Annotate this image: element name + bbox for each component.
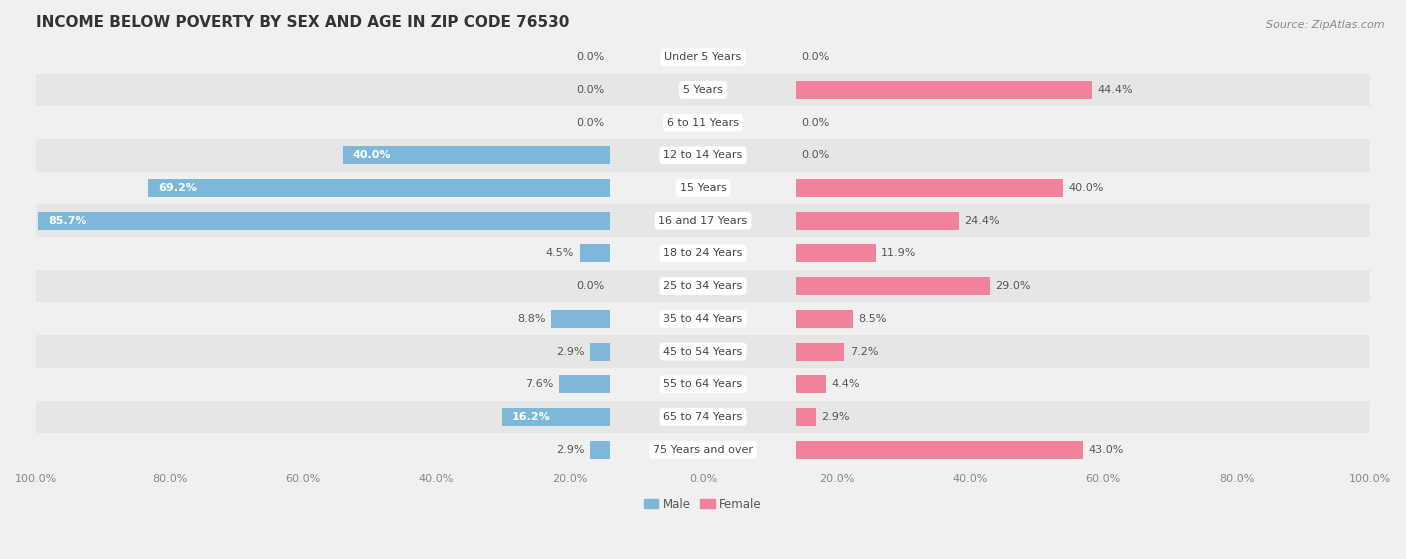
- Bar: [796, 81, 1092, 99]
- Bar: [37, 74, 1369, 106]
- Text: 0.0%: 0.0%: [801, 117, 830, 127]
- Text: 2.9%: 2.9%: [557, 347, 585, 357]
- Text: 0.0%: 0.0%: [801, 52, 830, 62]
- Text: Source: ZipAtlas.com: Source: ZipAtlas.com: [1267, 20, 1385, 30]
- Bar: [551, 310, 610, 328]
- Bar: [37, 335, 1369, 368]
- Bar: [796, 277, 990, 295]
- Text: 6 to 11 Years: 6 to 11 Years: [666, 117, 740, 127]
- Text: 65 to 74 Years: 65 to 74 Years: [664, 412, 742, 422]
- Text: Under 5 Years: Under 5 Years: [665, 52, 741, 62]
- Bar: [37, 270, 1369, 302]
- Text: 0.0%: 0.0%: [576, 117, 605, 127]
- Text: 5 Years: 5 Years: [683, 85, 723, 95]
- Bar: [591, 343, 610, 361]
- Bar: [796, 408, 815, 426]
- Text: 40.0%: 40.0%: [1069, 183, 1104, 193]
- Text: INCOME BELOW POVERTY BY SEX AND AGE IN ZIP CODE 76530: INCOME BELOW POVERTY BY SEX AND AGE IN Z…: [37, 15, 569, 30]
- Text: 75 Years and over: 75 Years and over: [652, 444, 754, 454]
- Text: 8.5%: 8.5%: [859, 314, 887, 324]
- Bar: [560, 375, 610, 393]
- Bar: [796, 375, 825, 393]
- Text: 85.7%: 85.7%: [48, 216, 87, 226]
- Bar: [796, 179, 1063, 197]
- Text: 43.0%: 43.0%: [1088, 444, 1123, 454]
- Bar: [37, 368, 1369, 401]
- Text: 44.4%: 44.4%: [1098, 85, 1133, 95]
- Bar: [796, 212, 959, 230]
- Text: 25 to 34 Years: 25 to 34 Years: [664, 281, 742, 291]
- Text: 15 Years: 15 Years: [679, 183, 727, 193]
- Bar: [37, 41, 1369, 74]
- Legend: Male, Female: Male, Female: [640, 493, 766, 515]
- Text: 18 to 24 Years: 18 to 24 Years: [664, 248, 742, 258]
- Text: 2.9%: 2.9%: [557, 444, 585, 454]
- Bar: [796, 343, 845, 361]
- Text: 7.6%: 7.6%: [526, 379, 554, 389]
- Bar: [37, 433, 1369, 466]
- Bar: [37, 302, 1369, 335]
- Text: 0.0%: 0.0%: [801, 150, 830, 160]
- Bar: [37, 205, 1369, 237]
- Bar: [37, 172, 1369, 205]
- Text: 8.8%: 8.8%: [517, 314, 546, 324]
- Text: 24.4%: 24.4%: [965, 216, 1000, 226]
- Text: 55 to 64 Years: 55 to 64 Years: [664, 379, 742, 389]
- Text: 4.5%: 4.5%: [546, 248, 574, 258]
- Bar: [37, 139, 1369, 172]
- Bar: [37, 237, 1369, 270]
- Text: 45 to 54 Years: 45 to 54 Years: [664, 347, 742, 357]
- Bar: [148, 179, 610, 197]
- Text: 16 and 17 Years: 16 and 17 Years: [658, 216, 748, 226]
- Bar: [579, 244, 610, 262]
- Bar: [37, 401, 1369, 433]
- Bar: [591, 440, 610, 458]
- Text: 29.0%: 29.0%: [995, 281, 1031, 291]
- Text: 0.0%: 0.0%: [576, 85, 605, 95]
- Text: 7.2%: 7.2%: [849, 347, 879, 357]
- Text: 0.0%: 0.0%: [576, 281, 605, 291]
- Bar: [796, 244, 876, 262]
- Bar: [37, 106, 1369, 139]
- Bar: [343, 146, 610, 164]
- Text: 4.4%: 4.4%: [831, 379, 859, 389]
- Bar: [796, 440, 1083, 458]
- Text: 35 to 44 Years: 35 to 44 Years: [664, 314, 742, 324]
- Text: 12 to 14 Years: 12 to 14 Years: [664, 150, 742, 160]
- Bar: [502, 408, 610, 426]
- Text: 16.2%: 16.2%: [512, 412, 550, 422]
- Text: 11.9%: 11.9%: [882, 248, 917, 258]
- Text: 40.0%: 40.0%: [353, 150, 391, 160]
- Text: 0.0%: 0.0%: [576, 52, 605, 62]
- Bar: [796, 310, 853, 328]
- Text: 2.9%: 2.9%: [821, 412, 849, 422]
- Text: 69.2%: 69.2%: [157, 183, 197, 193]
- Bar: [38, 212, 610, 230]
